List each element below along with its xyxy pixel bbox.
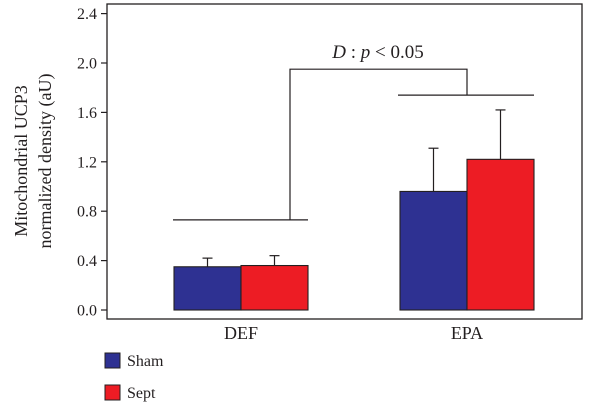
significance-value: < 0.05: [370, 42, 423, 63]
y-tick-label: 0.4: [77, 253, 97, 270]
bar-sham-epa: [399, 190, 468, 311]
legend-label-sept: Sept: [127, 385, 156, 402]
y-tick-label: 2.0: [77, 56, 97, 73]
bars: [173, 158, 535, 311]
y-tick-label: 2.4: [77, 6, 97, 23]
y-axis-label-line: normalized density (aU): [35, 74, 56, 249]
significance-bracket: D : p < 0.05: [173, 42, 534, 221]
bracket-line: [289, 68, 468, 220]
bar-sept-def: [240, 264, 309, 311]
y-axis: 0.0 0.4 0.8 1.2 1.6 2.0 2.4: [77, 6, 107, 320]
significance-sep: :: [346, 42, 361, 63]
error-bars: [202, 109, 506, 267]
legend: Sham Sept: [104, 352, 164, 402]
y-axis-label-line: Mitochondrial UCP3: [11, 85, 31, 237]
y-axis-title: Mitochondrial UCP3 normalized density (aU…: [11, 74, 56, 249]
bar-sham-def: [173, 266, 242, 311]
legend-swatch-sham: [104, 352, 121, 369]
x-axis: DEF EPA: [224, 323, 483, 343]
y-tick-label: 0.8: [77, 204, 97, 221]
significance-label: D : p < 0.05: [331, 42, 423, 63]
legend-swatch-sept: [104, 384, 121, 401]
significance-p: p: [359, 42, 371, 63]
significance-factor: D: [331, 42, 346, 63]
bar-sept-epa: [466, 158, 535, 311]
category-label-def: DEF: [224, 323, 258, 343]
y-tick-label: 1.2: [77, 154, 97, 171]
y-tick-label: 1.6: [77, 105, 97, 122]
y-tick-label: 0.0: [77, 303, 97, 320]
category-label-epa: EPA: [451, 323, 483, 343]
y-axis-label: Mitochondrial UCP3 normalized density (aU…: [11, 74, 56, 249]
legend-label-sham: Sham: [127, 353, 164, 370]
